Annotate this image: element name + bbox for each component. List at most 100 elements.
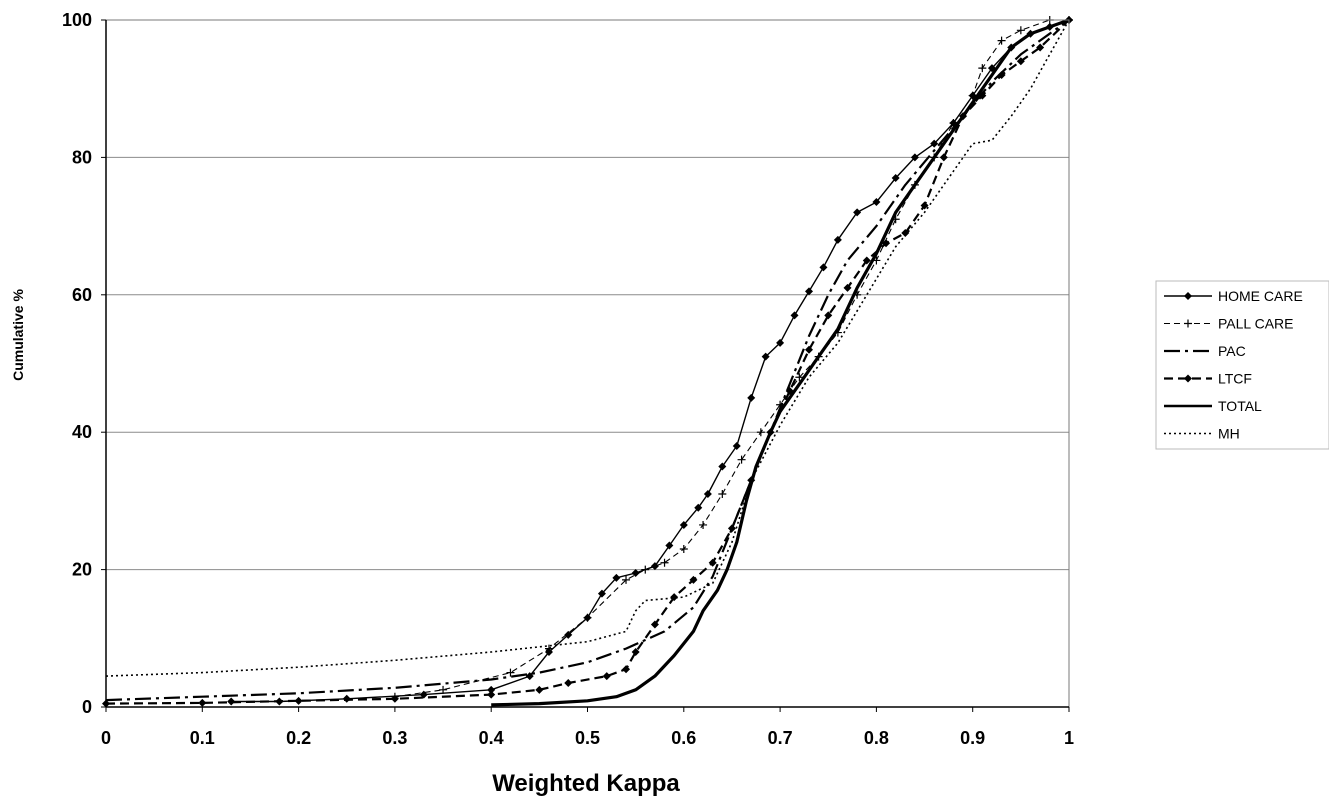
series-4	[491, 18, 1070, 707]
series-3-point-3	[390, 694, 399, 703]
legend-item-4: TOTAL	[1164, 398, 1262, 414]
x-tick-label-8: 0.8	[864, 728, 889, 748]
series-0-point-24	[819, 263, 828, 272]
series-0-point-22	[790, 311, 799, 320]
x-tick-label-7: 0.7	[768, 728, 793, 748]
series-3-point-7	[602, 672, 611, 681]
series-1-point-14	[795, 373, 804, 382]
series-0-point-19	[747, 393, 756, 402]
legend-label-2: PAC	[1218, 343, 1246, 359]
series-3-point-21	[862, 256, 871, 265]
series-line-0	[231, 19, 1070, 703]
series-1-point-12	[756, 428, 765, 437]
y-tick-label-2: 40	[72, 422, 92, 442]
x-axis-title: Weighted Kappa	[492, 770, 680, 797]
y-tick-label-1: 20	[72, 560, 92, 580]
series-1-point-2	[506, 668, 515, 677]
series-1-point-3	[544, 644, 553, 653]
legend-item-0: HOME CARE	[1164, 288, 1303, 304]
series-1-point-1	[439, 685, 448, 694]
series-1-point-24	[978, 64, 987, 73]
series-1-point-8	[679, 544, 688, 553]
series-0-point-23	[804, 287, 813, 296]
series-3-point-18	[804, 345, 813, 354]
legend-label-5: MH	[1218, 426, 1240, 442]
series-1-point-4	[583, 613, 592, 622]
series-0-point-30	[930, 139, 939, 148]
series-2	[105, 19, 1070, 702]
series-line-4	[491, 18, 1070, 707]
axes-layer: 0 20 40 60 80 100 0 0.1 0.2 0.3 0.4 0.5 0.6 0.7 0.8 0.9…	[62, 10, 1074, 748]
series-layer	[102, 16, 1073, 708]
legend-item-3: LTCF	[1164, 371, 1252, 387]
series-3-point-24	[920, 201, 929, 210]
series-3-point-14	[727, 524, 736, 533]
series-1-point-10	[718, 490, 727, 499]
legend-label-4: TOTAL	[1218, 398, 1262, 414]
legend-item-2: PAC	[1164, 343, 1246, 359]
series-0-point-15	[694, 503, 703, 512]
series-line-3	[105, 19, 1070, 705]
series-1	[390, 16, 1073, 701]
series-3-point-12	[689, 575, 698, 584]
series-3-point-29	[1016, 57, 1025, 66]
series-3-point-2	[294, 696, 303, 705]
legend-label-1: PALL CARE	[1218, 316, 1293, 332]
legend-box	[1155, 280, 1329, 450]
x-tick-label-6: 0.6	[671, 728, 696, 748]
series-3-point-11	[670, 593, 679, 602]
series-0-point-13	[665, 541, 674, 550]
series-3-point-9	[631, 648, 640, 657]
series-5	[105, 19, 1070, 677]
series-1-point-11	[737, 455, 746, 464]
legend-label-0: HOME CARE	[1218, 288, 1303, 304]
series-0-point-25	[833, 235, 842, 244]
series-line-2	[105, 19, 1070, 702]
series-3-point-8	[622, 665, 631, 674]
series-3	[102, 16, 1073, 708]
series-0-point-18	[732, 441, 741, 450]
y-tick-label-3: 60	[72, 285, 92, 305]
series-3-point-5	[535, 685, 544, 694]
y-axis-title: Cumulative %	[10, 289, 26, 381]
series-0-point-29	[910, 153, 919, 162]
series-1-point-6	[641, 565, 650, 574]
x-tick-label-9: 0.9	[960, 728, 985, 748]
series-3-point-10	[650, 620, 659, 629]
x-tick-label-10: 1	[1064, 728, 1074, 748]
x-tick-label-0: 0	[101, 728, 111, 748]
series-3-point-30	[1036, 43, 1045, 52]
series-3-point-20	[843, 283, 852, 292]
x-tick-label-4: 0.4	[479, 728, 504, 748]
legend-marker-0	[1184, 292, 1192, 300]
series-0	[227, 16, 1073, 706]
legend-marker-1	[1184, 319, 1192, 328]
legend-item-1: PALL CARE	[1164, 316, 1293, 332]
series-line-1	[394, 19, 1069, 698]
series-0-point-27	[872, 198, 881, 207]
series-1-point-26	[1016, 26, 1025, 35]
series-0-point-11	[631, 569, 640, 578]
series-3-point-13	[708, 558, 717, 567]
x-tick-label-3: 0.3	[382, 728, 407, 748]
series-3-point-22	[882, 239, 891, 248]
series-0-point-16	[703, 490, 712, 499]
y-tick-label-5: 100	[62, 10, 92, 30]
series-0-point-4	[487, 685, 496, 694]
series-0-point-10	[612, 573, 621, 582]
legend-label-3: LTCF	[1218, 371, 1252, 387]
x-tick-label-2: 0.2	[286, 728, 311, 748]
series-line-5	[105, 19, 1070, 677]
series-0-point-17	[718, 462, 727, 471]
series-0-point-20	[761, 352, 770, 361]
series-3-point-25	[939, 153, 948, 162]
series-0-point-26	[853, 208, 862, 217]
series-3-point-1	[198, 698, 207, 707]
series-0-point-12	[650, 562, 659, 571]
legend-item-5: MH	[1164, 426, 1240, 442]
series-0-point-14	[679, 520, 688, 529]
series-1-point-22	[949, 119, 958, 128]
plot-frame	[105, 19, 1070, 708]
series-0-point-28	[891, 174, 900, 183]
